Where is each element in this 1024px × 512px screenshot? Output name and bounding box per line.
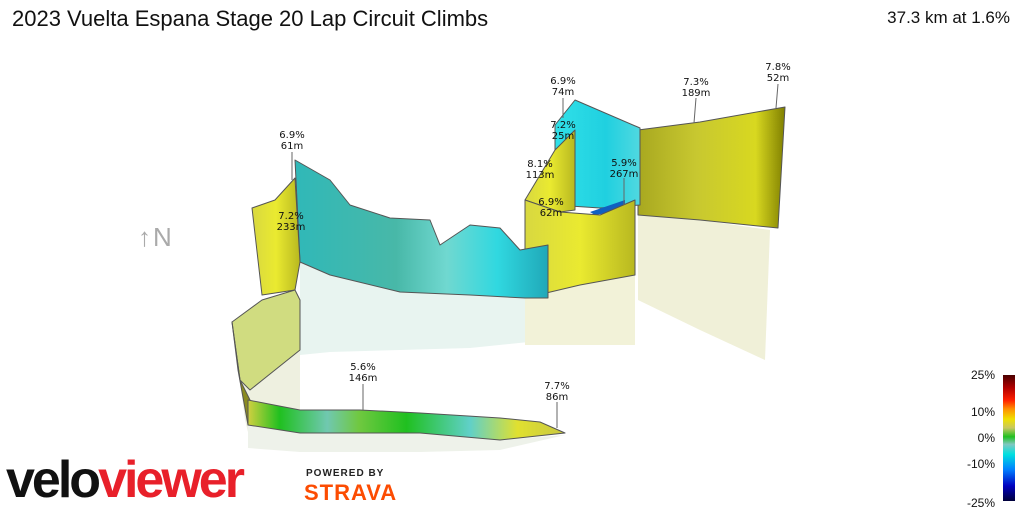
legend-tick: -25% [966, 496, 995, 510]
climb-label-gradient: 8.1% [527, 159, 552, 170]
climb-label-length: 267m [610, 169, 639, 180]
profile-reflection [248, 425, 565, 452]
climb-labels: 6.9% 61m 7.2% 233m 6.9% 74m 7.2% 25m 8.1… [277, 62, 791, 403]
climb-label-gradient: 5.6% [350, 362, 375, 373]
climb-label-length: 146m [349, 373, 378, 384]
strava-logo[interactable]: STRAVA [304, 480, 398, 505]
climb-label-gradient: 5.9% [611, 158, 636, 169]
north-arrow-icon: ↑N [138, 222, 174, 252]
climb-label-length: 74m [552, 87, 574, 98]
profile-segment [247, 399, 566, 441]
climb-label-gradient: 7.7% [544, 381, 569, 392]
gradient-color-scale [1003, 375, 1015, 501]
climb-label-length: 113m [526, 170, 555, 181]
climb-label-gradient: 6.9% [279, 130, 304, 141]
legend-tick: 0% [977, 431, 995, 445]
powered-by-label: POWERED BY [306, 468, 385, 479]
profile-reflection [525, 275, 635, 345]
route-summary: 37.3 km at 1.6% [887, 8, 1010, 27]
climb-label-gradient: 7.8% [765, 62, 790, 73]
climb-label-gradient: 6.9% [550, 76, 575, 87]
profile-reflection [638, 215, 770, 360]
climb-label-length: 52m [767, 73, 789, 84]
climb-label-gradient: 6.9% [538, 197, 563, 208]
legend-tick: -10% [966, 457, 995, 471]
climb-label-length: 25m [552, 131, 574, 142]
climb-label-length: 62m [540, 208, 562, 219]
legend-tick: 25% [970, 368, 995, 382]
climb-label-length: 233m [277, 222, 306, 233]
profile-segment [231, 289, 301, 391]
climb-label-length: 86m [546, 392, 568, 403]
climb-label-gradient: 7.3% [683, 77, 708, 88]
page-title: 2023 Vuelta Espana Stage 20 Lap Circuit … [12, 6, 489, 31]
veloviewer-logo[interactable]: veloviewer [6, 451, 245, 509]
profile-segment [637, 106, 786, 229]
climb-label-length: 189m [682, 88, 711, 99]
profile-segment [294, 159, 549, 299]
climb-label-gradient: 7.2% [550, 120, 575, 131]
profile-segment [251, 177, 301, 296]
climb-label-length: 61m [281, 141, 303, 152]
climb-label-gradient: 7.2% [278, 211, 303, 222]
profile-reflection [300, 262, 548, 355]
legend-tick: 10% [970, 405, 995, 419]
